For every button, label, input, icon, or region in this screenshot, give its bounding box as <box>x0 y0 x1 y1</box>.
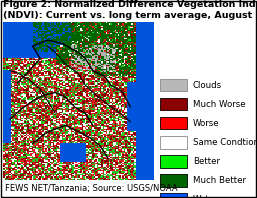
Bar <box>160 193 187 198</box>
Bar <box>160 155 187 168</box>
Text: Better: Better <box>193 157 220 166</box>
Text: Figure 2: Normalized Difference Vegetation Index
(NDVI): Current vs. long term a: Figure 2: Normalized Difference Vegetati… <box>3 0 257 20</box>
Text: FEWS NET/Tanzania; Source: USGS/NOAA: FEWS NET/Tanzania; Source: USGS/NOAA <box>5 184 178 193</box>
Bar <box>160 98 187 110</box>
Bar <box>160 174 187 187</box>
Text: Water: Water <box>193 195 218 198</box>
Text: Much Worse: Much Worse <box>193 100 245 109</box>
Bar <box>160 117 187 129</box>
Text: Worse: Worse <box>193 119 219 128</box>
Text: Clouds: Clouds <box>193 81 222 90</box>
Bar <box>160 136 187 148</box>
Text: Same Condtions: Same Condtions <box>193 138 257 147</box>
Bar <box>160 79 187 91</box>
Text: Much Better: Much Better <box>193 176 246 185</box>
